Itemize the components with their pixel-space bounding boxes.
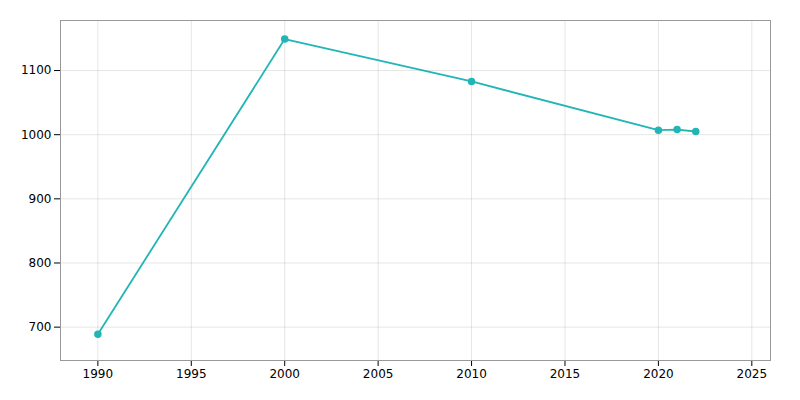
svg-text:2025: 2025 [737, 367, 768, 381]
svg-text:2015: 2015 [550, 367, 581, 381]
svg-text:1100: 1100 [21, 63, 52, 77]
svg-text:900: 900 [29, 192, 52, 206]
svg-text:1995: 1995 [176, 367, 207, 381]
svg-text:700: 700 [29, 320, 52, 334]
svg-text:1000: 1000 [21, 128, 52, 142]
svg-text:2010: 2010 [456, 367, 487, 381]
svg-text:1990: 1990 [83, 367, 114, 381]
svg-text:2005: 2005 [363, 367, 394, 381]
svg-text:2020: 2020 [643, 367, 674, 381]
svg-text:2000: 2000 [269, 367, 300, 381]
svg-text:800: 800 [29, 256, 52, 270]
